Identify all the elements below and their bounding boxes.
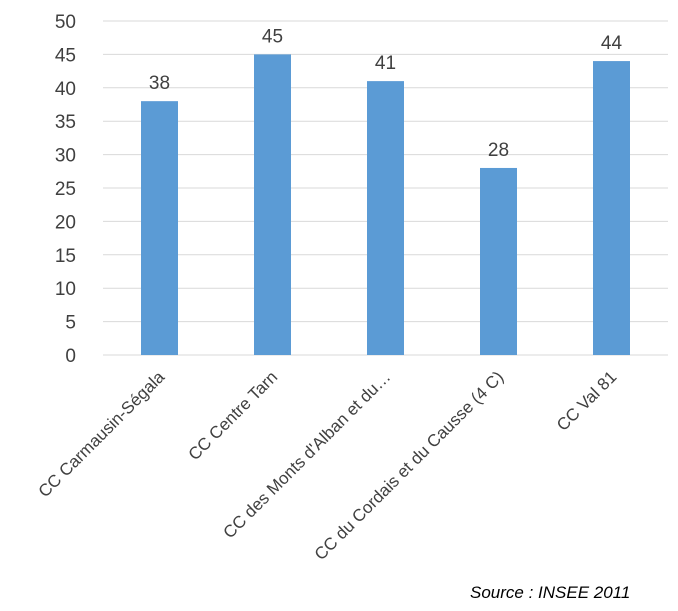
- y-tick-label: 30: [55, 146, 76, 167]
- y-tick-label: 10: [55, 279, 76, 300]
- x-category-label: CC Carmausin-Ségala: [35, 367, 169, 501]
- y-tick-label: 5: [65, 313, 76, 334]
- data-label: 41: [375, 53, 396, 74]
- source-note: Source : INSEE 2011: [470, 583, 631, 602]
- y-tick-label: 35: [55, 112, 76, 133]
- y-tick-label: 50: [55, 12, 76, 33]
- bar: [254, 54, 291, 356]
- y-tick-label: 15: [55, 246, 76, 267]
- y-axis-ticks: 0 5 10 15 20 25 30 35 40 45 50: [55, 12, 76, 367]
- data-label: 45: [262, 26, 283, 47]
- bars: [141, 54, 630, 356]
- data-labels: 38 45 41 28 44: [149, 26, 623, 161]
- bar: [593, 61, 630, 356]
- data-label: 38: [149, 73, 170, 94]
- bar: [141, 101, 178, 355]
- x-category-label: CC Val 81: [553, 367, 620, 434]
- data-label: 44: [601, 33, 623, 54]
- x-category-label: CC du Cordais et du Causse (4 C): [311, 367, 507, 563]
- y-tick-label: 0: [65, 346, 76, 367]
- bar: [480, 167, 517, 355]
- data-label: 28: [488, 140, 509, 161]
- y-tick-label: 25: [55, 179, 76, 200]
- x-category-label: CC Centre Tarn: [185, 367, 282, 464]
- y-tick-label: 45: [55, 45, 76, 66]
- bar: [367, 81, 404, 356]
- y-tick-label: 40: [55, 79, 76, 100]
- y-tick-label: 20: [55, 212, 76, 233]
